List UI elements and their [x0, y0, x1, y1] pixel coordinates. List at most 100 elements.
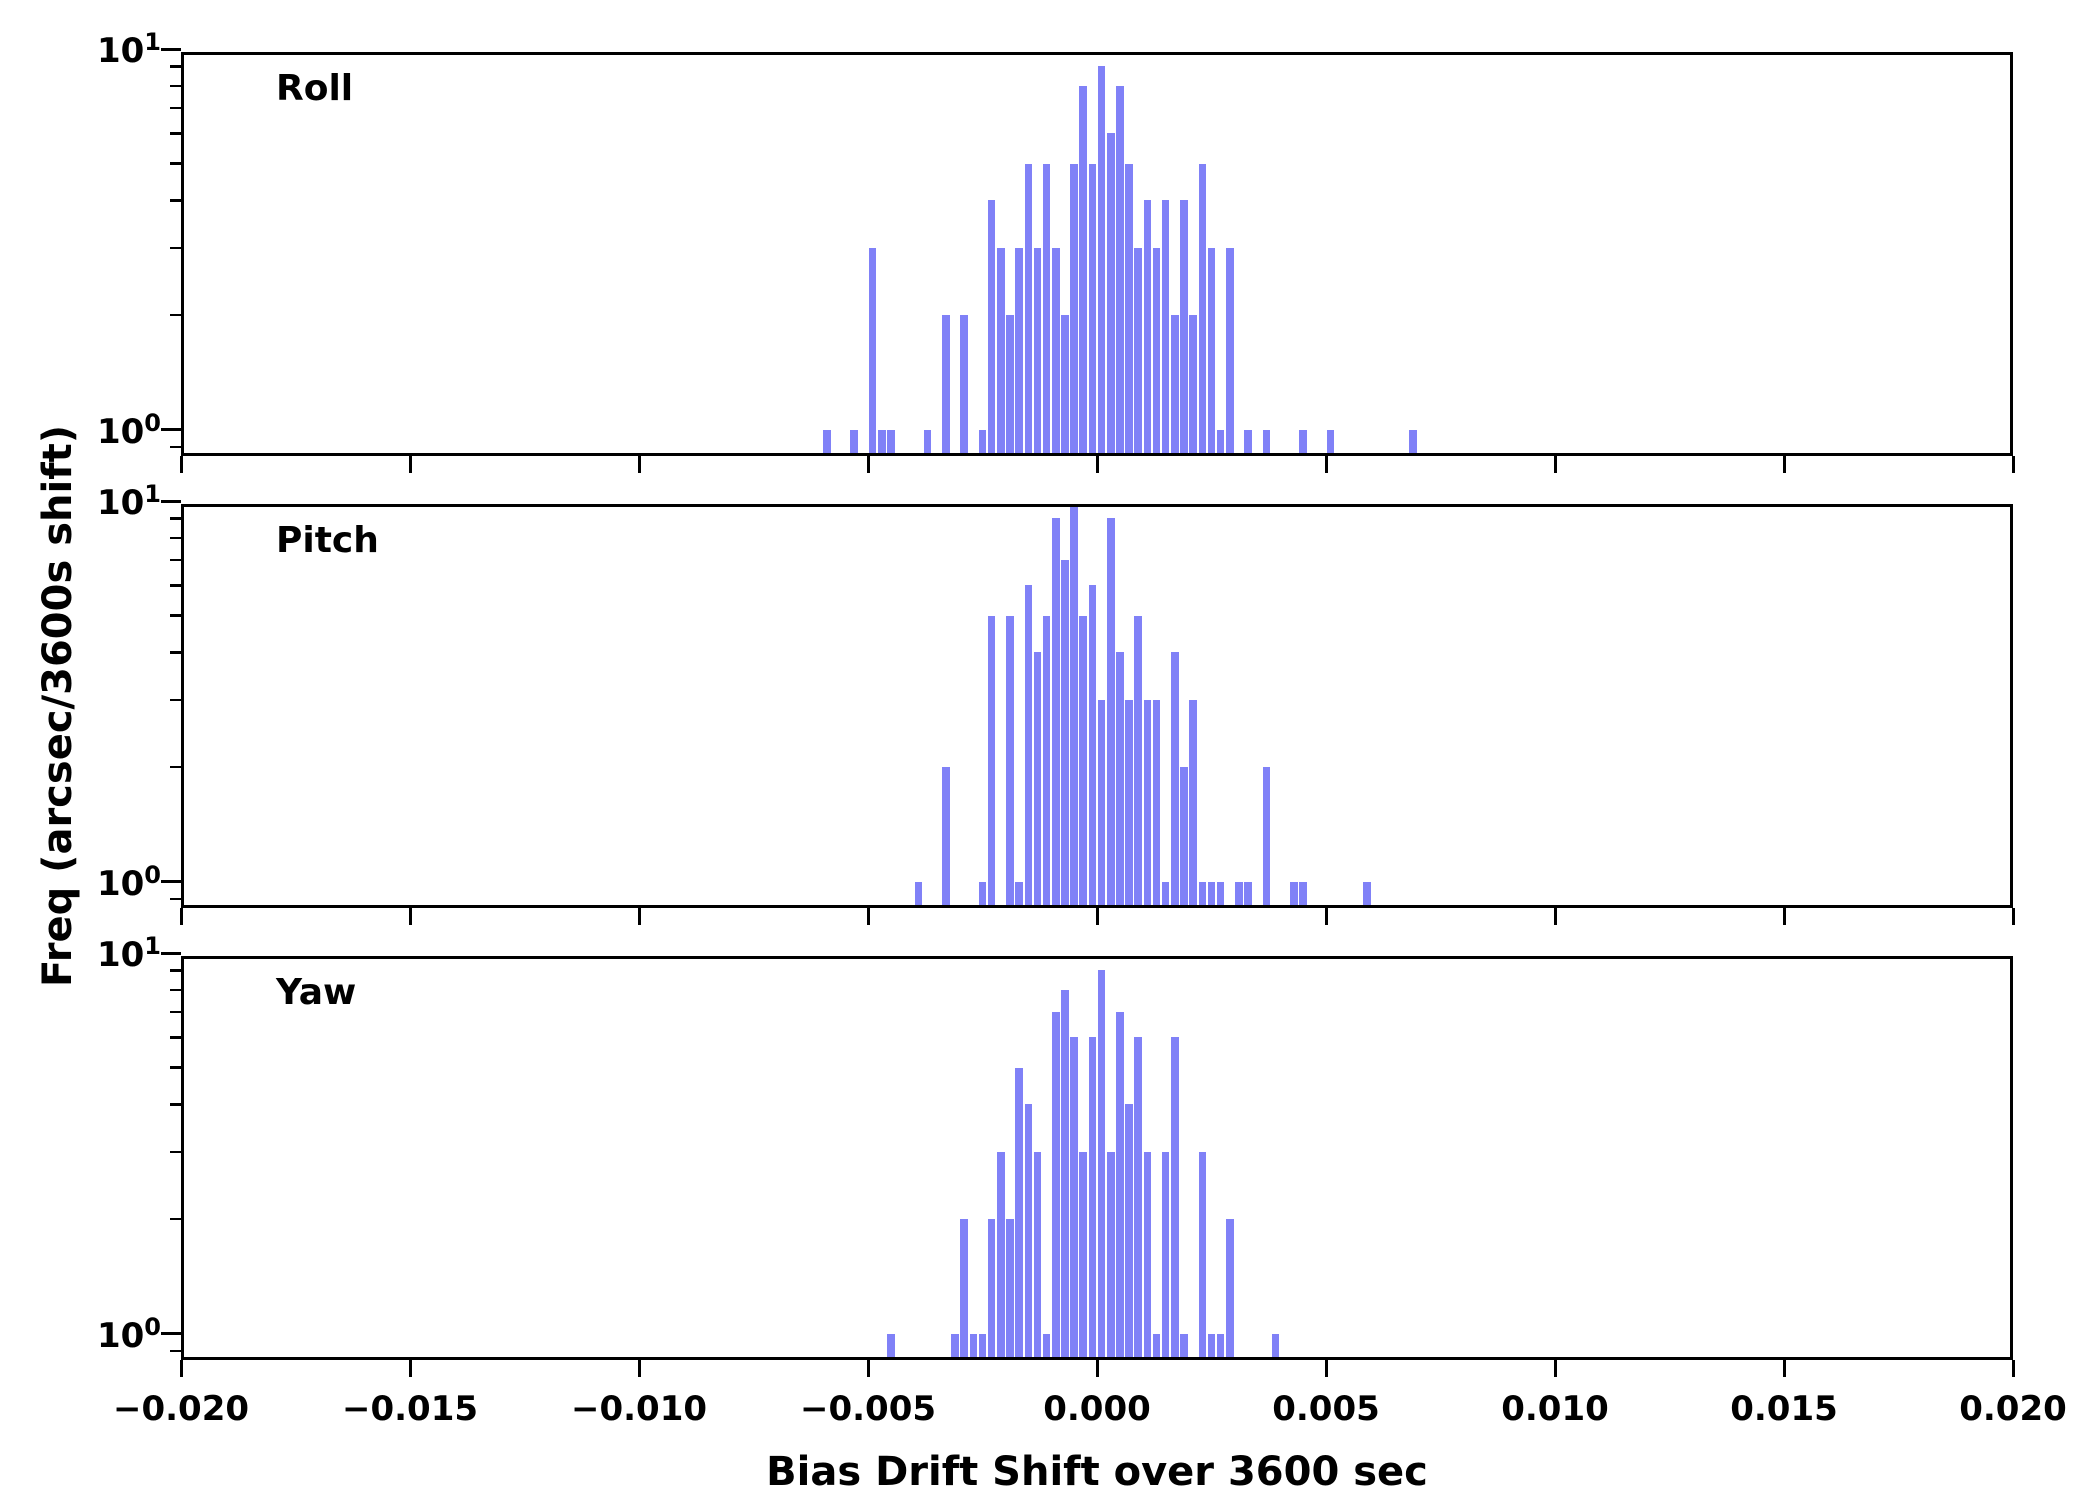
histogram-bar [1006, 315, 1014, 453]
histogram-bar [1079, 85, 1088, 453]
histogram-bar [1106, 1152, 1115, 1357]
y-minor-tick-mark [170, 65, 181, 68]
histogram-bar [1198, 881, 1207, 905]
x-tick-label: −0.020 [112, 1389, 250, 1429]
histogram-bar [1161, 1152, 1170, 1357]
histogram-bar [1299, 881, 1307, 905]
histogram-bar [1042, 615, 1051, 905]
histogram-bar [877, 429, 886, 453]
histogram-bar [1042, 163, 1051, 453]
histogram-bar [1116, 85, 1124, 453]
histogram-bar [1052, 248, 1060, 453]
histogram-bar [1152, 248, 1161, 453]
x-tick-mark [1095, 456, 1099, 473]
histogram-bar [1097, 700, 1106, 905]
histogram-bar [1116, 1011, 1124, 1357]
y-major-tick-mark [161, 428, 181, 432]
y-tick-label: 101 [96, 27, 161, 72]
histogram-bar [1134, 615, 1142, 905]
histogram-bar [914, 881, 923, 905]
x-tick-mark [1324, 908, 1328, 925]
y-minor-tick-mark [170, 1103, 181, 1106]
y-minor-tick-mark [170, 897, 181, 901]
histogram-bar [1180, 200, 1188, 453]
y-major-tick-mark [161, 1332, 181, 1336]
histogram-bar [1171, 1037, 1179, 1357]
histogram-bar [1161, 881, 1170, 905]
histogram-bar [1161, 200, 1170, 453]
y-minor-tick-mark [170, 199, 181, 202]
histogram-bar [1152, 700, 1161, 905]
histogram-bar [1189, 315, 1197, 453]
histogram-bar [1134, 248, 1142, 453]
histogram-bar [1061, 559, 1069, 905]
histogram-bar [1143, 700, 1152, 905]
histogram-bar [987, 615, 996, 905]
x-tick-mark [179, 1360, 183, 1377]
histogram-bar [987, 1219, 996, 1357]
histogram-bar [1125, 700, 1133, 905]
x-tick-mark [2011, 908, 2015, 925]
histogram-bar [1061, 315, 1069, 453]
y-minor-tick-mark [170, 1217, 181, 1221]
histogram-bar [1171, 652, 1179, 905]
y-tick-label: 100 [96, 860, 161, 904]
histogram-bar [1125, 163, 1133, 453]
x-tick-mark [1782, 908, 1786, 925]
histogram-bar [1070, 1037, 1078, 1357]
y-minor-tick-mark [170, 1349, 181, 1353]
x-tick-mark [1324, 1360, 1328, 1377]
histogram-bar [1079, 615, 1088, 905]
histogram-bar [1207, 1333, 1216, 1357]
histogram-bar [1070, 507, 1078, 905]
histogram-bar [1097, 970, 1106, 1357]
histogram-bar [1125, 1104, 1133, 1357]
histogram-bar [1024, 163, 1033, 453]
histogram-bar [1006, 615, 1014, 905]
histogram-bar [969, 1333, 978, 1357]
panel-roll: Roll [181, 52, 2013, 456]
panel-title-roll: Roll [276, 68, 354, 109]
histogram-bar [1088, 1037, 1097, 1357]
y-major-tick-mark [161, 499, 181, 503]
histogram-bar [1097, 66, 1106, 453]
y-minor-tick-mark [170, 1150, 181, 1154]
histogram-bar [1216, 429, 1225, 453]
y-minor-tick-mark [170, 614, 181, 617]
histogram-bar [1015, 1067, 1023, 1357]
histogram-bar [1244, 429, 1252, 453]
x-tick-mark [408, 1360, 412, 1377]
y-minor-tick-mark [170, 162, 181, 165]
histogram-bar [1290, 881, 1298, 905]
histogram-bar [1271, 1333, 1280, 1357]
plot-area-roll [184, 55, 2010, 453]
y-minor-tick-mark [170, 988, 181, 992]
histogram-bar [1143, 1152, 1152, 1357]
y-minor-tick-mark [170, 517, 181, 520]
x-tick-label: 0.015 [1730, 1389, 1838, 1429]
panel-title-pitch: Pitch [276, 520, 379, 561]
y-minor-tick-mark [170, 1066, 181, 1069]
histogram-bar [1033, 1152, 1042, 1357]
histogram-bar [1409, 429, 1417, 453]
x-tick-mark [1553, 1360, 1557, 1377]
y-tick-label: 101 [96, 479, 161, 524]
histogram-bar [1143, 200, 1152, 453]
y-minor-tick-mark [170, 246, 181, 250]
y-major-tick-mark [161, 47, 181, 51]
histogram-bar [978, 1333, 987, 1357]
x-tick-label: −0.010 [570, 1389, 708, 1429]
y-tick-label: 101 [96, 931, 161, 976]
y-minor-tick-mark [170, 765, 181, 769]
histogram-bar [1226, 1219, 1234, 1357]
histogram-bar [1226, 248, 1234, 453]
y-major-tick-mark [161, 880, 181, 884]
y-minor-tick-mark [170, 536, 181, 540]
panel-title-yaw: Yaw [276, 972, 357, 1013]
histogram-bar [1106, 518, 1115, 905]
x-tick-mark [2011, 456, 2015, 473]
histogram-bar [1262, 429, 1271, 453]
x-tick-label: −0.015 [341, 1389, 479, 1429]
histogram-bar [1052, 518, 1060, 905]
